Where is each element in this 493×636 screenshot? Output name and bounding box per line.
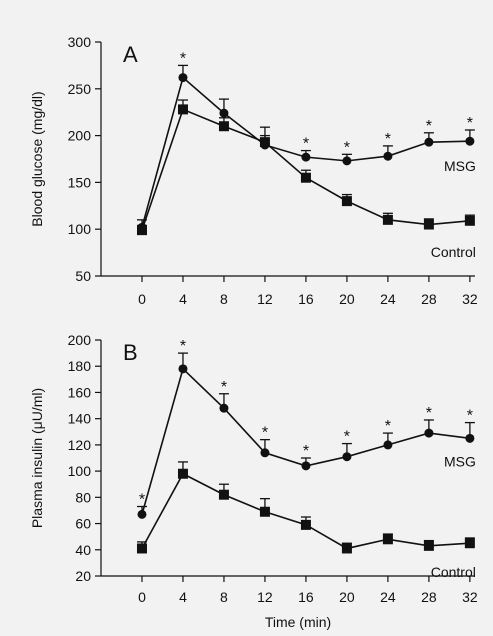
y-tick-label: 140 [68, 411, 92, 427]
control-point [423, 540, 434, 551]
y-tick-label: 250 [68, 81, 92, 97]
y-tick-label: 100 [68, 221, 92, 237]
x-tick-label: 0 [138, 589, 146, 605]
x-tick-label: 8 [220, 291, 228, 307]
x-tick-label: 20 [339, 589, 355, 605]
x-tick-label: 16 [298, 589, 314, 605]
control-point [341, 543, 352, 554]
significance-star: * [467, 115, 473, 132]
y-tick-label: 60 [75, 516, 91, 532]
msg-point [342, 156, 352, 166]
significance-star: * [426, 405, 432, 422]
significance-star: * [467, 408, 473, 425]
significance-star: * [180, 50, 186, 67]
y-tick-label: 80 [75, 489, 91, 505]
significance-star: * [344, 429, 350, 446]
control-point [136, 225, 147, 236]
msg-series-line [141, 367, 470, 515]
x-tick-label: 4 [179, 589, 187, 605]
panel-b-plasma-insulin: 20 40 60 80 100 120 140 160 180 200 0 4 8 12 16 20 24 28 3… [29, 332, 478, 630]
msg-point [424, 137, 434, 147]
msg-point [301, 152, 311, 162]
control-point [218, 489, 229, 500]
y-tick-label: 50 [75, 268, 91, 284]
significance-star: * [221, 379, 227, 396]
control-point [300, 172, 311, 183]
significance-star: * [344, 139, 350, 156]
x-tick-label: 8 [220, 589, 228, 605]
y-tick-label: 300 [68, 34, 92, 50]
msg-point [465, 433, 475, 443]
panel-letter: B [123, 340, 138, 365]
msg-point [178, 73, 188, 83]
control-point [382, 214, 393, 225]
significance-star: * [303, 443, 309, 460]
control-point [259, 137, 270, 148]
control-point [341, 196, 352, 207]
control-point [464, 215, 475, 226]
msg-series-label: MSG [444, 158, 476, 174]
x-tick-label: 4 [179, 291, 187, 307]
control-series-line [141, 472, 470, 550]
significance-star: * [385, 131, 391, 148]
y-tick-label: 200 [68, 128, 92, 144]
msg-point [342, 452, 352, 462]
y-axis-title: Blood glucose (mg/dl) [29, 91, 45, 226]
msg-point [383, 440, 393, 450]
control-point [136, 543, 147, 554]
x-axis-title: Time (min) [265, 614, 331, 630]
x-tick-label: 0 [138, 291, 146, 307]
control-point [177, 468, 188, 479]
control-series-label: Control [431, 244, 476, 260]
significance-star: * [303, 136, 309, 153]
msg-point [424, 428, 434, 438]
msg-point [219, 403, 229, 413]
y-tick-label: 120 [68, 437, 92, 453]
control-point [464, 538, 475, 549]
x-tick-label: 24 [380, 589, 396, 605]
significance-star: * [139, 492, 145, 509]
x-tick-label: 12 [257, 589, 273, 605]
y-tick-label: 160 [68, 384, 92, 400]
y-tick-label: 180 [68, 358, 92, 374]
significance-star: * [385, 418, 391, 435]
msg-point [383, 151, 393, 161]
panel-a-blood-glucose: 50 100 150 200 250 300 0 4 8 12 16 20 24 28 32 Blood gl… [29, 34, 478, 307]
control-point [218, 121, 229, 132]
significance-star: * [180, 338, 186, 355]
significance-star: * [262, 425, 268, 442]
msg-point [137, 509, 147, 519]
control-series-label: Control [431, 564, 476, 580]
msg-point [260, 448, 270, 458]
x-tick-label: 32 [462, 291, 478, 307]
msg-series-label: MSG [444, 453, 476, 469]
control-point [300, 519, 311, 530]
y-tick-label: 150 [68, 174, 92, 190]
control-point [259, 506, 270, 517]
msg-point [178, 364, 188, 374]
x-tick-label: 28 [421, 291, 437, 307]
y-tick-label: 40 [75, 542, 91, 558]
x-tick-label: 20 [339, 291, 355, 307]
x-tick-label: 12 [257, 291, 273, 307]
y-tick-label: 100 [68, 463, 92, 479]
msg-point [301, 461, 311, 471]
y-tick-label: 20 [75, 568, 91, 584]
control-point [382, 534, 393, 545]
y-tick-label: 200 [68, 332, 92, 348]
msg-point [465, 136, 475, 146]
panel-letter: A [123, 42, 138, 67]
msg-point [219, 108, 229, 118]
control-point [177, 104, 188, 115]
control-point [423, 219, 434, 230]
significance-star: * [426, 118, 432, 135]
x-tick-label: 24 [380, 291, 396, 307]
x-tick-label: 28 [421, 589, 437, 605]
x-tick-label: 32 [462, 589, 478, 605]
x-tick-label: 16 [298, 291, 314, 307]
y-axis-title: Plasma insulin (μU/ml) [29, 388, 45, 528]
